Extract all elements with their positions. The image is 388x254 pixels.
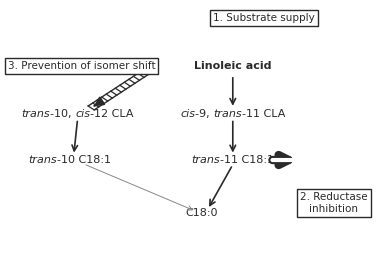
Text: 3. Prevention of isomer shift: 3. Prevention of isomer shift: [8, 61, 155, 71]
Text: trans: trans: [21, 109, 50, 119]
Text: Linoleic acid: Linoleic acid: [194, 61, 272, 71]
Text: cis: cis: [75, 109, 90, 119]
Text: -12 CLA: -12 CLA: [90, 109, 133, 119]
Text: -11 C18:1: -11 C18:1: [220, 155, 274, 165]
Text: -10,: -10,: [50, 109, 75, 119]
Text: C18:0: C18:0: [185, 208, 218, 218]
Text: trans: trans: [213, 109, 242, 119]
Text: -11 CLA: -11 CLA: [242, 109, 285, 119]
Text: trans: trans: [28, 155, 57, 165]
Text: 2. Reductase
inhibition: 2. Reductase inhibition: [300, 192, 367, 214]
Text: 1. Substrate supply: 1. Substrate supply: [213, 13, 315, 23]
Text: cis: cis: [180, 109, 195, 119]
Text: -9,: -9,: [195, 109, 213, 119]
Text: -10 C18:1: -10 C18:1: [57, 155, 111, 165]
Text: trans: trans: [191, 155, 220, 165]
